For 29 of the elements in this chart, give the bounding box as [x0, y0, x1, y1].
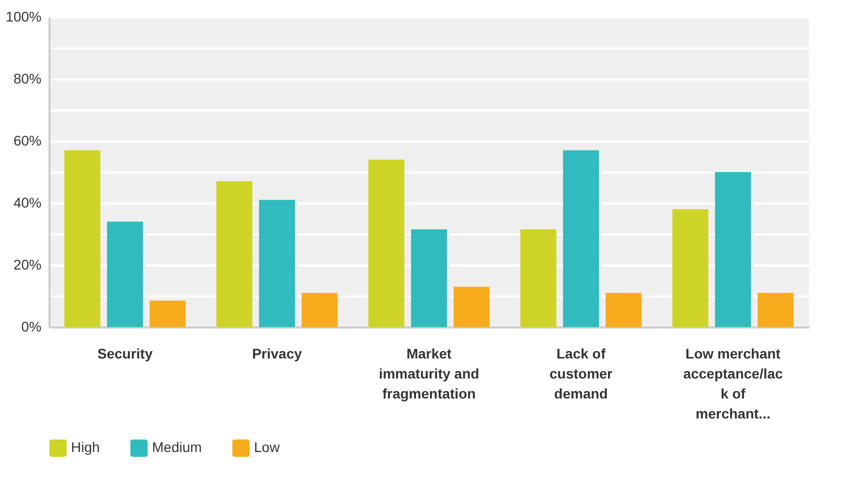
bar	[606, 292, 642, 327]
bar	[563, 150, 599, 327]
bar	[454, 286, 490, 327]
legend-label: Medium	[152, 439, 202, 456]
bar	[715, 172, 751, 327]
x-tick-label: Low merchant acceptance/lack of merchant...	[683, 346, 784, 422]
y-tick-label: 80%	[13, 70, 42, 86]
y-tick-label: 20%	[13, 256, 42, 272]
bar	[672, 209, 708, 327]
bar	[368, 160, 404, 327]
bar	[107, 222, 143, 327]
legend-label: High	[71, 439, 100, 456]
bar	[302, 292, 338, 327]
bar	[150, 300, 186, 327]
x-tick-label: Security	[97, 346, 153, 362]
y-tick-label: 100%	[6, 8, 42, 24]
legend-label: Low	[254, 439, 281, 456]
bar	[259, 200, 295, 327]
x-tick-label: Lack of customer demand	[549, 346, 614, 402]
bar	[64, 150, 100, 327]
bar	[758, 292, 794, 327]
y-tick-label: 0%	[21, 318, 42, 334]
y-tick-label: 40%	[13, 194, 42, 210]
bar	[520, 229, 556, 327]
x-tick-label: Market immaturity and fragmentation	[378, 346, 480, 402]
y-tick-label: 60%	[13, 132, 42, 148]
x-tick-label: Privacy	[252, 346, 302, 362]
bar	[216, 181, 252, 327]
bar	[411, 229, 447, 327]
